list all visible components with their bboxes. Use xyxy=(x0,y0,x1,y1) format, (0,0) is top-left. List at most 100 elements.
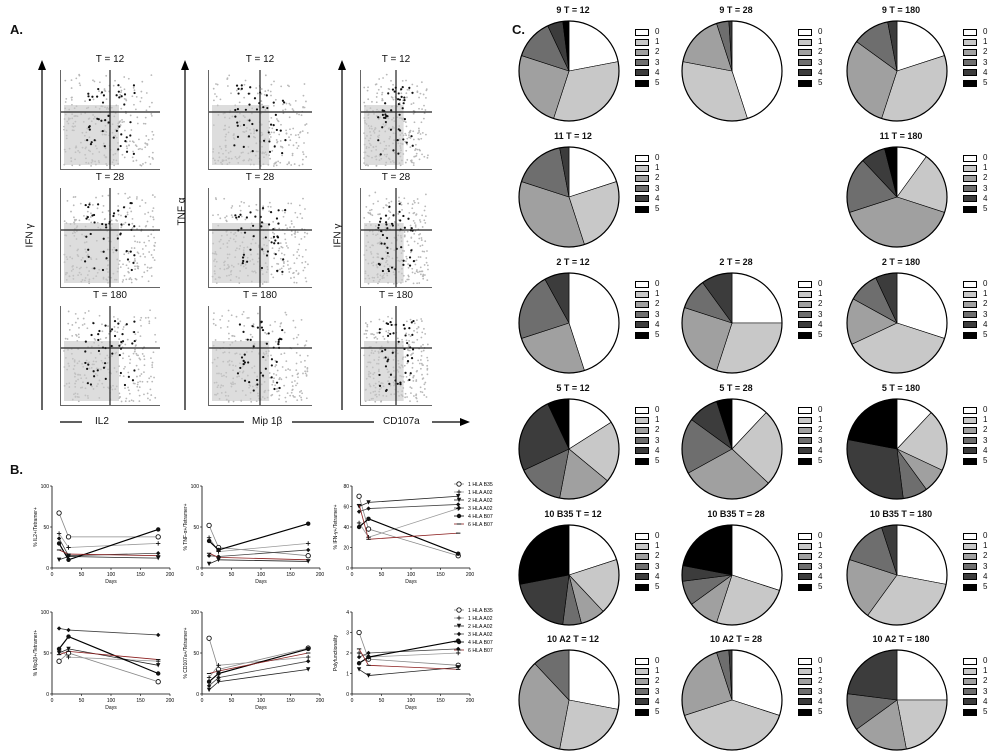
legend-item: 5 xyxy=(798,582,822,592)
legend-swatch xyxy=(798,331,812,339)
legend-swatch xyxy=(963,69,977,77)
legend-item: 3 xyxy=(798,436,822,446)
legend-item: 5 xyxy=(798,456,822,466)
y-tick-label: 0 xyxy=(196,692,199,698)
legend-label: 2 xyxy=(983,47,988,57)
legend-label: 1 xyxy=(983,666,988,676)
legend-item: 4 xyxy=(798,572,822,582)
pie-slice xyxy=(896,649,948,701)
y-tick-label: 0 xyxy=(46,692,49,698)
data-point xyxy=(366,516,371,521)
legend-label: 1 xyxy=(818,666,823,676)
pie-chart xyxy=(846,524,948,626)
pie-title: 9 T = 28 xyxy=(719,5,753,15)
data-point xyxy=(356,493,362,499)
x-tick-label: 150 xyxy=(136,572,145,578)
legend-item: 0 xyxy=(963,656,987,666)
legend-swatch xyxy=(963,154,977,162)
legend-swatch xyxy=(635,300,649,308)
pie-title: 2 T = 12 xyxy=(556,257,590,267)
legend-swatch xyxy=(963,657,977,665)
legend-item: 3 xyxy=(963,58,987,68)
x-tick-label: 150 xyxy=(436,572,445,578)
legend-label: 0 xyxy=(655,531,660,541)
legend-label: 3 xyxy=(983,686,988,696)
x-axis-label: Days xyxy=(255,579,267,585)
flow-plot xyxy=(60,70,160,170)
legend-label: 2 xyxy=(655,299,660,309)
flow-plot-title: T = 12 xyxy=(381,54,411,65)
x-tick-label: 150 xyxy=(286,698,295,704)
legend-label: 1 xyxy=(818,541,823,551)
legend-label: 5 xyxy=(818,456,823,466)
data-point xyxy=(356,661,362,666)
y-axis-label: % Mip1β+/Tetramer+ xyxy=(33,630,39,677)
legend-label: 0 xyxy=(655,405,660,415)
legend-swatch xyxy=(963,698,977,706)
series-line xyxy=(58,533,159,548)
y-axis-label: Polyfunctionality xyxy=(333,634,339,671)
legend-item: 4 xyxy=(635,194,659,204)
legend-swatch xyxy=(635,437,649,445)
legend-swatch xyxy=(963,321,977,329)
x-tick-label: 100 xyxy=(407,698,416,704)
legend-label: 4 xyxy=(818,445,823,455)
y-tick-label: 60 xyxy=(343,505,349,511)
y-axis-label: % IFN-γ+/Tetramer+ xyxy=(333,504,339,549)
legend-item: 0 xyxy=(635,153,659,163)
legend-item: 4 xyxy=(963,697,987,707)
legend-swatch xyxy=(798,300,812,308)
legend-swatch xyxy=(798,38,812,46)
legend-label: 4 xyxy=(818,319,823,329)
series-line xyxy=(58,512,159,538)
pie-slice xyxy=(847,649,898,701)
legend-swatch xyxy=(963,195,977,203)
legend-item: 5 xyxy=(963,78,987,88)
legend-entry: 4 HLA B07 xyxy=(468,514,493,520)
data-point xyxy=(365,526,372,532)
legend-swatch xyxy=(635,667,649,675)
x-tick-label: 50 xyxy=(79,698,85,704)
y-tick-label: 0 xyxy=(346,566,349,572)
legend-label: 5 xyxy=(655,456,660,466)
data-point xyxy=(56,536,62,541)
legend-swatch xyxy=(798,59,812,67)
legend-label: 5 xyxy=(983,204,988,214)
y-tick-label: 50 xyxy=(193,525,199,531)
legend-item: 3 xyxy=(798,687,822,697)
pie-title: 10 A2 T = 28 xyxy=(710,634,762,644)
legend-swatch xyxy=(963,688,977,696)
legend-item: 3 xyxy=(963,310,987,320)
x-tick-label: 200 xyxy=(316,698,325,704)
y-tick-label: 2 xyxy=(346,651,349,657)
x-tick-label: 100 xyxy=(407,572,416,578)
data-point xyxy=(456,615,462,621)
legend-label: 1 xyxy=(655,37,660,47)
legend-item: 1 xyxy=(963,37,987,47)
legend-swatch xyxy=(963,290,977,298)
data-point xyxy=(305,553,311,559)
legend-swatch xyxy=(963,708,977,716)
data-point xyxy=(56,646,62,652)
pie-chart xyxy=(846,146,948,248)
flow-plot-title: T = 12 xyxy=(95,54,125,65)
data-point xyxy=(156,527,161,532)
pie-chart xyxy=(518,524,620,626)
legend-swatch xyxy=(635,677,649,685)
legend-label: 2 xyxy=(983,551,988,561)
x-tick-label: 0 xyxy=(51,698,54,704)
legend-label: 3 xyxy=(983,57,988,67)
legend-item: 0 xyxy=(635,279,659,289)
legend-item: 2 xyxy=(635,551,659,561)
legend-label: 0 xyxy=(655,279,660,289)
x-tick-label: 100 xyxy=(107,572,116,578)
legend-swatch xyxy=(798,532,812,540)
legend-item: 2 xyxy=(963,47,987,57)
legend-item: 1 xyxy=(798,289,822,299)
legend-swatch xyxy=(635,38,649,46)
legend-label: 1 xyxy=(818,415,823,425)
legend-swatch xyxy=(963,311,977,319)
legend-label: 0 xyxy=(983,405,988,415)
